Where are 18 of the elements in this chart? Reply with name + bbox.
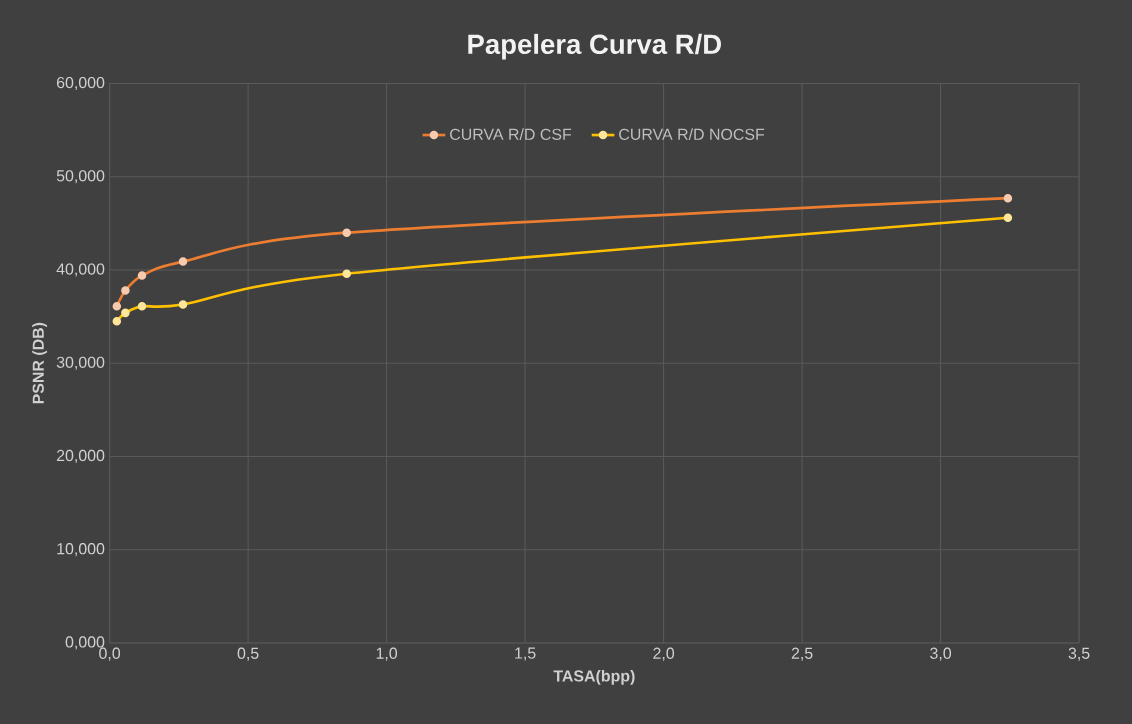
y-tick-label: 20,000 xyxy=(56,449,105,463)
legend-label: CURVA R/D CSF xyxy=(450,128,572,140)
x-tick-label: 1,0 xyxy=(376,647,398,661)
x-axis-title: TASA(bpp) xyxy=(553,669,635,685)
y-tick-label: 40,000 xyxy=(56,263,105,277)
x-tick-label: 3,5 xyxy=(1068,647,1090,661)
y-tick-label: 50,000 xyxy=(56,170,105,184)
x-tick-label: 3,0 xyxy=(930,647,952,661)
y-tick-label: 30,000 xyxy=(56,356,105,370)
y-tick-label: 10,000 xyxy=(57,543,105,557)
x-tick-label: 2,0 xyxy=(653,647,675,661)
x-tick-label: 0,5 xyxy=(237,647,259,661)
x-tick-label: 2,5 xyxy=(791,647,813,661)
legend-label: CURVA R/D NOCSF xyxy=(619,128,765,140)
x-tick-label: 1,5 xyxy=(515,647,536,661)
chart-title: Papelera Curva R/D xyxy=(468,33,721,60)
y-tick-label: 60,000 xyxy=(56,76,105,91)
y-axis-title: PSNR (DB) xyxy=(32,322,48,404)
